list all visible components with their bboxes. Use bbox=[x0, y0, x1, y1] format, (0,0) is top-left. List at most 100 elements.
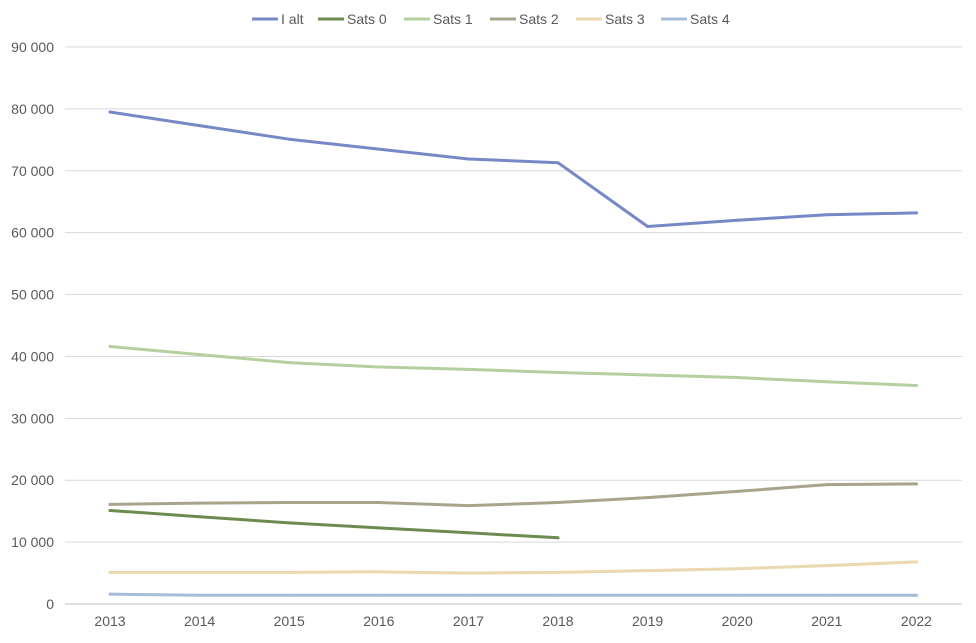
series-line bbox=[108, 110, 918, 228]
data-point bbox=[914, 560, 918, 564]
data-point bbox=[556, 371, 560, 375]
y-tick-label: 20 000 bbox=[11, 472, 54, 488]
data-point bbox=[556, 593, 560, 597]
series-sats-3 bbox=[108, 560, 918, 575]
legend: I alt Sats 0 Sats 1 Sats 2 Sats 3 Sats 4 bbox=[252, 11, 730, 27]
x-tick-label: 2015 bbox=[274, 613, 305, 629]
x-tick-label: 2013 bbox=[94, 613, 125, 629]
legend-label: Sats 1 bbox=[433, 11, 473, 27]
data-point bbox=[825, 380, 829, 384]
x-axis: 2013 2014 2015 2016 2017 2018 2019 2020 2021 2022 bbox=[94, 613, 932, 629]
data-point bbox=[825, 213, 829, 217]
data-point bbox=[108, 110, 112, 114]
series-line bbox=[108, 592, 918, 597]
data-point bbox=[377, 570, 381, 574]
data-point bbox=[108, 592, 112, 596]
data-point bbox=[466, 157, 470, 161]
x-tick-label: 2021 bbox=[811, 613, 842, 629]
data-point bbox=[825, 483, 829, 487]
data-point bbox=[556, 501, 560, 505]
data-point bbox=[735, 218, 739, 222]
data-point bbox=[287, 521, 291, 525]
data-point bbox=[377, 526, 381, 530]
data-point bbox=[825, 593, 829, 597]
data-point bbox=[556, 570, 560, 574]
data-point bbox=[198, 353, 202, 357]
series-i-alt bbox=[108, 110, 918, 228]
legend-item: Sats 2 bbox=[490, 11, 559, 27]
data-point bbox=[914, 593, 918, 597]
data-point bbox=[377, 501, 381, 505]
data-point bbox=[735, 567, 739, 571]
series-line bbox=[108, 509, 560, 540]
y-tick-label: 0 bbox=[46, 596, 54, 612]
data-point bbox=[287, 137, 291, 141]
data-point bbox=[198, 570, 202, 574]
y-axis: 0 10 000 20 000 30 000 40 000 50 000 60 000 70 … bbox=[11, 39, 54, 612]
data-point bbox=[735, 375, 739, 379]
data-point bbox=[198, 515, 202, 519]
x-tick-label: 2019 bbox=[632, 613, 663, 629]
data-point bbox=[108, 570, 112, 574]
data-point bbox=[377, 593, 381, 597]
x-tick-label: 2016 bbox=[363, 613, 394, 629]
y-tick-label: 60 000 bbox=[11, 225, 54, 241]
y-tick-label: 40 000 bbox=[11, 348, 54, 364]
series-sats-1 bbox=[108, 345, 918, 388]
data-point bbox=[287, 361, 291, 365]
series-line bbox=[108, 345, 918, 387]
data-point bbox=[108, 509, 112, 513]
series-sats-4 bbox=[108, 592, 918, 597]
x-tick-label: 2022 bbox=[901, 613, 932, 629]
x-tick-label: 2017 bbox=[453, 613, 484, 629]
plot-area bbox=[108, 110, 918, 597]
data-point bbox=[466, 367, 470, 371]
data-point bbox=[646, 224, 650, 228]
data-point bbox=[735, 489, 739, 493]
data-point bbox=[466, 531, 470, 535]
legend-label: Sats 3 bbox=[605, 11, 645, 27]
x-tick-label: 2020 bbox=[722, 613, 753, 629]
data-point bbox=[466, 504, 470, 508]
series-line bbox=[108, 560, 918, 575]
legend-item: Sats 0 bbox=[318, 11, 387, 27]
legend-label: Sats 0 bbox=[347, 11, 387, 27]
data-point bbox=[377, 365, 381, 369]
data-point bbox=[287, 593, 291, 597]
data-point bbox=[198, 124, 202, 128]
y-tick-label: 90 000 bbox=[11, 39, 54, 55]
data-point bbox=[466, 571, 470, 575]
x-tick-label: 2014 bbox=[184, 613, 215, 629]
data-point bbox=[914, 384, 918, 388]
data-point bbox=[556, 536, 560, 540]
data-point bbox=[198, 501, 202, 505]
legend-item: Sats 4 bbox=[661, 11, 730, 27]
legend-item: I alt bbox=[252, 11, 304, 27]
y-tick-label: 30 000 bbox=[11, 410, 54, 426]
x-tick-label: 2018 bbox=[542, 613, 573, 629]
data-point bbox=[198, 593, 202, 597]
data-point bbox=[287, 570, 291, 574]
data-point bbox=[377, 147, 381, 151]
data-point bbox=[646, 593, 650, 597]
legend-label: I alt bbox=[281, 11, 304, 27]
y-tick-label: 10 000 bbox=[11, 534, 54, 550]
data-point bbox=[646, 569, 650, 573]
y-tick-label: 70 000 bbox=[11, 163, 54, 179]
data-point bbox=[825, 564, 829, 568]
data-point bbox=[108, 345, 112, 349]
legend-label: Sats 2 bbox=[519, 11, 559, 27]
series-sats-2 bbox=[108, 482, 918, 508]
data-point bbox=[735, 593, 739, 597]
y-tick-label: 50 000 bbox=[11, 287, 54, 303]
series-sats-0 bbox=[108, 509, 560, 540]
data-point bbox=[646, 496, 650, 500]
y-tick-label: 80 000 bbox=[11, 101, 54, 117]
gridlines bbox=[65, 46, 962, 605]
data-point bbox=[646, 373, 650, 377]
data-point bbox=[108, 502, 112, 506]
data-point bbox=[914, 482, 918, 486]
data-point bbox=[287, 501, 291, 505]
data-point bbox=[556, 161, 560, 165]
